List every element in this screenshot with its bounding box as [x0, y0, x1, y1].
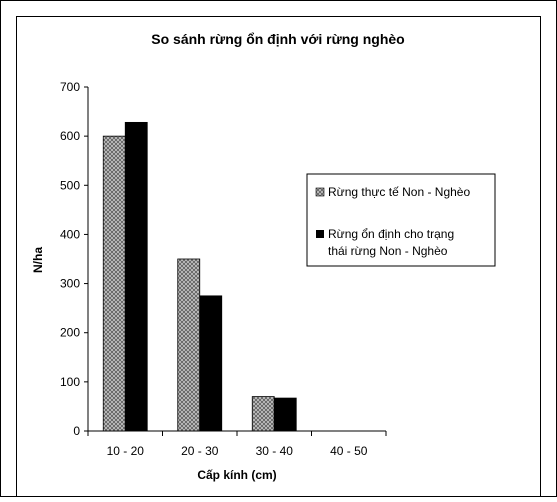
bar-series-2	[124, 121, 148, 432]
bar-series-1	[102, 135, 126, 432]
x-tick-label: 20 - 30	[181, 444, 219, 458]
legend-label-series-1: Rừng thực tế Non - Nghèo	[328, 185, 470, 199]
y-tick-label: 300	[60, 277, 80, 291]
legend-label-series-2: Rừng ổn định cho trạng thái rừng Non - N…	[328, 227, 457, 258]
legend-box	[306, 173, 496, 267]
bars-group	[102, 121, 297, 432]
y-tick-label: 400	[60, 227, 80, 241]
y-tick-label: 500	[60, 178, 80, 192]
y-tick-label: 200	[60, 326, 80, 340]
bar-series-2	[199, 295, 223, 432]
y-axis-ticks: 0 100 200 300 400 500 600 700	[60, 80, 88, 438]
y-tick-label: 700	[60, 80, 80, 94]
y-tick-label: 600	[60, 129, 80, 143]
bar-series-1	[251, 396, 275, 432]
bar-series-2	[273, 397, 297, 432]
y-tick-label: 0	[73, 424, 80, 438]
x-tick-label: 10 - 20	[107, 444, 145, 458]
x-tick-label: 40 - 50	[330, 444, 368, 458]
legend: Rừng thực tế Non - Nghèo Rừng ổn định ch…	[306, 173, 496, 267]
y-axis-label: N/ha	[31, 247, 45, 273]
legend-swatch-series-1	[315, 187, 325, 197]
y-tick-label: 100	[60, 375, 80, 389]
x-axis-ticks: 10 - 20 20 - 30 30 - 40 40 - 50	[87, 431, 387, 458]
legend-swatch-series-2	[316, 230, 324, 238]
bar-series-1	[177, 258, 201, 432]
x-tick-label: 30 - 40	[256, 444, 294, 458]
x-axis-label: Cấp kính (cm)	[197, 468, 276, 482]
chart-title: So sánh rừng ổn định với rừng nghèo	[151, 31, 404, 47]
